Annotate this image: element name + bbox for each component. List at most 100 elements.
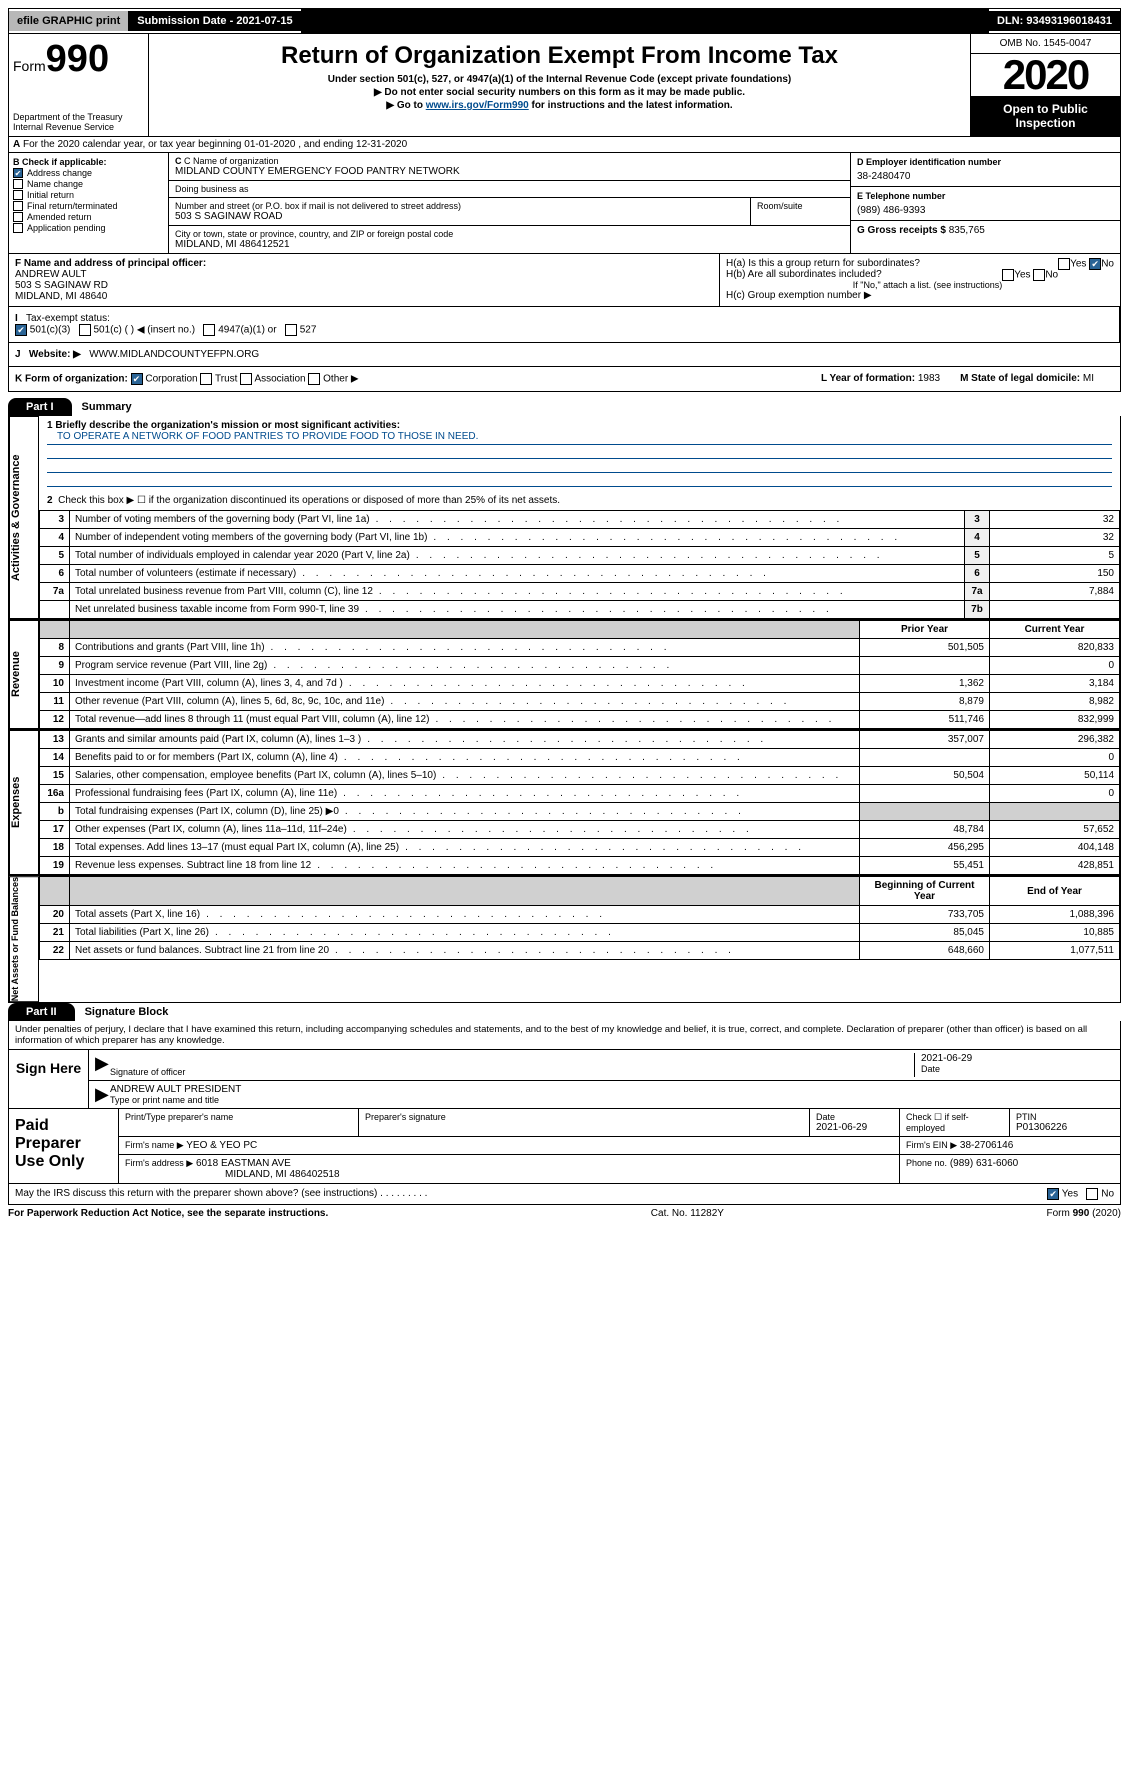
form-title: Return of Organization Exempt From Incom… (157, 42, 962, 70)
discuss-yes[interactable]: ✔ (1047, 1188, 1059, 1200)
h-a: H(a) Is this a group return for subordin… (726, 258, 1114, 269)
row-k: K Form of organization: ✔ Corporation Tr… (8, 367, 1121, 392)
irs-link[interactable]: www.irs.gov/Form990 (426, 100, 529, 111)
row-i: I Tax-exempt status: ✔ 501(c)(3) 501(c) … (8, 307, 1121, 343)
part2-title: Signature Block (75, 1003, 179, 1021)
mission-blank (47, 445, 1112, 459)
domicile-label: M State of legal domicile: (960, 373, 1080, 384)
netassets-section: Net Assets or Fund Balances Beginning of… (8, 876, 1121, 1003)
governance-section: Activities & Governance 1 Briefly descri… (8, 416, 1121, 620)
sig-date-label: Date (921, 1064, 1114, 1074)
sig-date: 2021-06-29 (921, 1053, 1114, 1064)
firm-addr: 6018 EASTMAN AVE (196, 1158, 291, 1169)
arrow-icon: ▶ (95, 1084, 110, 1105)
subtitle-1: Under section 501(c), 527, or 4947(a)(1)… (157, 74, 962, 85)
trust-check[interactable] (200, 373, 212, 385)
paid-preparer-label: Paid Preparer Use Only (9, 1109, 119, 1183)
mission-blank (47, 459, 1112, 473)
assoc-check[interactable] (240, 373, 252, 385)
501c3-check[interactable]: ✔ (15, 324, 27, 336)
room-label: Room/suite (750, 198, 850, 225)
row-j: J Website: ▶ WWW.MIDLANDCOUNTYEFPN.ORG (8, 343, 1121, 367)
firm-name-label: Firm's name ▶ (125, 1140, 184, 1150)
part1-header: Part I (8, 398, 72, 416)
discuss-no[interactable] (1086, 1188, 1098, 1200)
org-address: 503 S SAGINAW ROAD (175, 211, 744, 222)
officer-name: ANDREW AULT (15, 269, 713, 280)
org-name: MIDLAND COUNTY EMERGENCY FOOD PANTRY NET… (175, 166, 844, 177)
firm-addr2: MIDLAND, MI 486402518 (125, 1169, 340, 1180)
firm-addr-label: Firm's address ▶ (125, 1158, 193, 1168)
prep-name-label: Print/Type preparer's name (125, 1112, 352, 1122)
governance-table: 3Number of voting members of the governi… (39, 510, 1120, 619)
mission-question: 1 Briefly describe the organization's mi… (47, 420, 1112, 431)
efile-button[interactable]: efile GRAPHIC print (9, 11, 129, 31)
expenses-section: Expenses 13Grants and similar amounts pa… (8, 730, 1121, 876)
501c-check[interactable] (79, 324, 91, 336)
discuss-row: May the IRS discuss this return with the… (8, 1184, 1121, 1205)
checkbox-address-change[interactable]: ✔Address change (13, 168, 164, 178)
subtitle-2: ▶ Do not enter social security numbers o… (157, 87, 962, 98)
sig-officer-label: Signature of officer (110, 1067, 914, 1077)
gross-label: G Gross receipts $ (857, 225, 946, 236)
prep-sig-label: Preparer's signature (365, 1112, 803, 1122)
topbar-spacer (301, 9, 989, 33)
prep-date-label: Date (816, 1112, 893, 1122)
discuss-text: May the IRS discuss this return with the… (15, 1188, 377, 1199)
self-emp-label: Check ☐ if self-employed (906, 1112, 1003, 1133)
form-footer: Form 990 (2020) (1047, 1208, 1121, 1219)
mission-answer: TO OPERATE A NETWORK OF FOOD PANTRIES TO… (47, 431, 1112, 445)
officer-label: F Name and address of principal officer: (15, 258, 713, 269)
expenses-label: Expenses (9, 730, 39, 875)
h-c: H(c) Group exemption number ▶ (726, 290, 1114, 301)
submission-date: Submission Date - 2021-07-15 (129, 11, 300, 31)
line-2: 2 Check this box ▶ ☐ if the organization… (47, 495, 1112, 506)
website-label: Website: ▶ (29, 349, 81, 360)
527-check[interactable] (285, 324, 297, 336)
form-990-page: efile GRAPHIC print Submission Date - 20… (0, 0, 1129, 1230)
other-check[interactable] (308, 373, 320, 385)
form-org-label: K Form of organization: (15, 374, 128, 385)
revenue-label: Revenue (9, 620, 39, 729)
open-public-badge: Open to Public Inspection (971, 96, 1120, 136)
org-name-label: C C Name of organization (175, 156, 844, 166)
signature-block: Sign Here ▶Signature of officer2021-06-2… (8, 1050, 1121, 1109)
paid-preparer-block: Paid Preparer Use Only Print/Type prepar… (8, 1109, 1121, 1184)
checkbox-name-change[interactable]: Name change (13, 179, 164, 189)
expenses-table: 13Grants and similar amounts paid (Part … (39, 730, 1120, 875)
block-bcd: B Check if applicable: ✔Address changeNa… (8, 153, 1121, 254)
dba-label: Doing business as (175, 184, 249, 194)
tax-year: 2020 (971, 54, 1120, 96)
officer-addr2: MIDLAND, MI 48640 (15, 291, 713, 302)
firm-name: YEO & YEO PC (186, 1140, 257, 1151)
subtitle-3: ▶ Go to www.irs.gov/Form990 for instruct… (157, 100, 962, 111)
check-b-column: B Check if applicable: ✔Address changeNa… (9, 153, 169, 253)
form-header: Form990 Department of the Treasury Inter… (8, 34, 1121, 137)
form-number: Form990 (13, 38, 144, 81)
ein-label: D Employer identification number (857, 157, 1114, 167)
part2-header: Part II (8, 1003, 75, 1021)
4947-check[interactable] (203, 324, 215, 336)
checkbox-final-return-terminated[interactable]: Final return/terminated (13, 201, 164, 211)
revenue-table: Prior YearCurrent Year8Contributions and… (39, 620, 1120, 729)
city-label: City or town, state or province, country… (175, 229, 453, 239)
firm-ein-label: Firm's EIN ▶ (906, 1140, 957, 1150)
checkbox-initial-return[interactable]: Initial return (13, 190, 164, 200)
row-a-tax-year: A For the 2020 calendar year, or tax yea… (8, 137, 1121, 153)
firm-phone: (989) 631-6060 (950, 1158, 1018, 1169)
perjury-text: Under penalties of perjury, I declare th… (8, 1021, 1121, 1050)
corp-check[interactable]: ✔ (131, 373, 143, 385)
mission-blank (47, 473, 1112, 487)
dln-label: DLN: 93493196018431 (989, 11, 1120, 31)
paperwork-notice: For Paperwork Reduction Act Notice, see … (8, 1208, 328, 1219)
governance-label: Activities & Governance (9, 416, 39, 619)
checkbox-application-pending[interactable]: Application pending (13, 223, 164, 233)
checkbox-amended-return[interactable]: Amended return (13, 212, 164, 222)
revenue-section: Revenue Prior YearCurrent Year8Contribut… (8, 620, 1121, 730)
website-value: WWW.MIDLANDCOUNTYEFPN.ORG (89, 349, 259, 360)
prep-date: 2021-06-29 (816, 1122, 893, 1133)
domicile: MI (1083, 373, 1094, 384)
year-formation-label: L Year of formation: (821, 373, 915, 384)
netassets-label: Net Assets or Fund Balances (9, 876, 39, 1002)
officer-addr1: 503 S SAGINAW RD (15, 280, 713, 291)
